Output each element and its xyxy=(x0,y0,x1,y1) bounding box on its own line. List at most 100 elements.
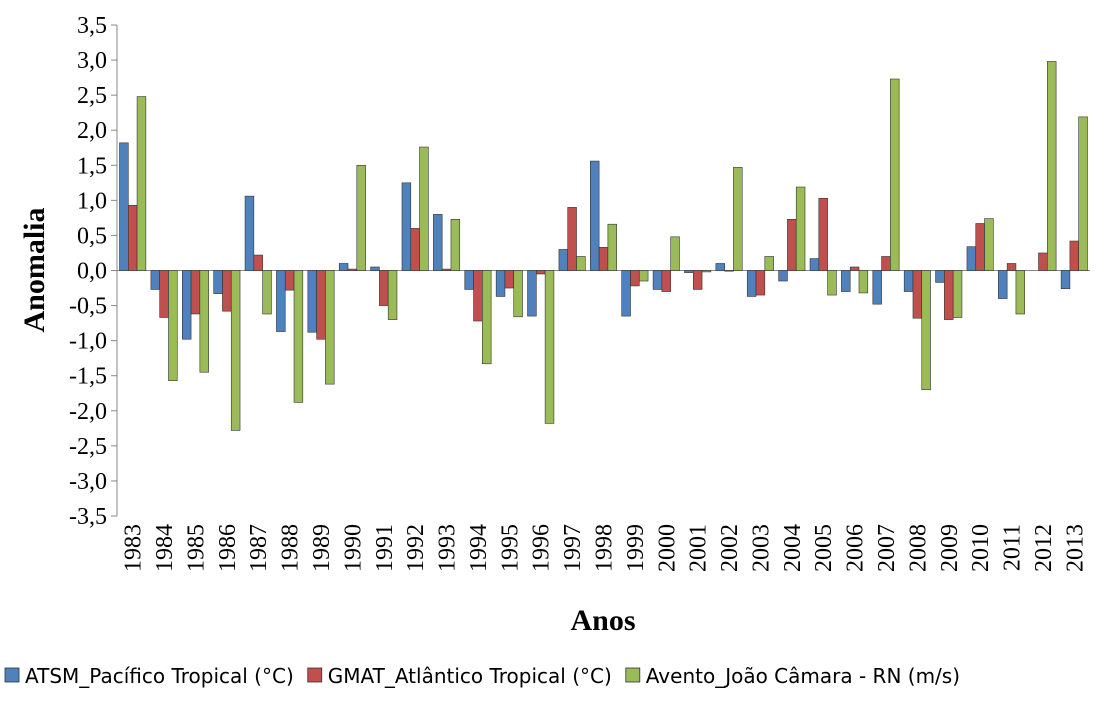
x-tick-label: 2010 xyxy=(968,524,994,572)
bar xyxy=(513,270,523,318)
bar xyxy=(293,270,304,403)
bar xyxy=(795,186,806,271)
bar xyxy=(213,270,223,294)
bar xyxy=(764,256,774,271)
x-axis-title: Anos xyxy=(570,604,635,637)
bar xyxy=(872,270,882,305)
bar xyxy=(356,164,366,271)
bar xyxy=(1015,270,1026,315)
x-tick-label: 1994 xyxy=(466,524,492,572)
x-tick-label: 1997 xyxy=(560,524,586,572)
bar xyxy=(482,270,492,365)
bar xyxy=(464,270,474,290)
x-tick-label: 2009 xyxy=(937,524,963,572)
bar xyxy=(984,218,994,271)
legend-swatch xyxy=(307,667,323,683)
bar xyxy=(598,247,609,271)
x-tick-label: 1991 xyxy=(372,524,398,572)
x-tick-label: 2005 xyxy=(811,524,837,572)
y-tick-label: -2,0 xyxy=(69,399,107,425)
bar xyxy=(858,270,869,294)
bar xyxy=(401,182,412,271)
x-tick-label: 1985 xyxy=(183,524,209,572)
y-tick-label: 3,5 xyxy=(77,13,107,39)
x-tick-label: 2003 xyxy=(748,524,774,572)
bar xyxy=(230,270,241,431)
bar xyxy=(724,270,734,272)
bar xyxy=(199,270,209,373)
bar xyxy=(746,270,757,297)
x-tick-label: 1987 xyxy=(246,524,272,572)
bar xyxy=(1078,116,1088,271)
bar xyxy=(136,96,147,271)
bar xyxy=(787,218,797,271)
x-tick-label: 2002 xyxy=(717,524,743,572)
bar xyxy=(181,270,192,340)
bar xyxy=(253,254,263,271)
bar xyxy=(684,270,694,273)
bar xyxy=(168,270,178,381)
bar xyxy=(944,270,954,320)
bar xyxy=(1047,61,1057,271)
bar xyxy=(576,256,586,271)
y-axis-title: Anomalia xyxy=(18,207,51,332)
legend-swatch xyxy=(4,667,20,683)
bar xyxy=(262,270,272,315)
x-tick-label: 2007 xyxy=(874,524,900,572)
bar xyxy=(975,223,985,271)
y-tick-label: -1,0 xyxy=(69,329,107,355)
bar xyxy=(495,270,506,297)
x-tick-label: 1984 xyxy=(152,524,178,572)
bar xyxy=(912,270,923,319)
bar xyxy=(370,266,380,271)
bar xyxy=(338,263,349,271)
bar xyxy=(890,78,900,271)
bar xyxy=(966,246,977,271)
y-tick-label: 2,0 xyxy=(77,118,107,144)
bar xyxy=(638,270,649,282)
bar xyxy=(809,258,820,271)
x-tick-label: 2006 xyxy=(843,524,869,572)
x-tick-label: 2000 xyxy=(654,524,680,572)
bar xyxy=(1069,240,1080,271)
bar xyxy=(935,270,945,283)
bar xyxy=(661,270,671,292)
legend-label: GMAT_Atlântico Tropical (°C) xyxy=(328,664,612,688)
y-tick-label: 0,0 xyxy=(77,259,107,285)
bar xyxy=(841,270,851,292)
x-tick-label: 2001 xyxy=(686,524,712,572)
bar xyxy=(244,195,255,271)
legend-label: ATSM_Pacífico Tropical (°C) xyxy=(25,664,294,688)
bar xyxy=(419,146,429,271)
bar xyxy=(536,270,546,275)
bar xyxy=(190,270,201,315)
bar xyxy=(1038,252,1048,271)
bar xyxy=(827,270,837,296)
x-tick-label: 1992 xyxy=(403,524,429,572)
y-tick-label: -0,5 xyxy=(69,294,107,320)
x-tick-label: 1990 xyxy=(340,524,366,572)
y-tick-label: -2,5 xyxy=(69,434,107,460)
bar xyxy=(410,228,420,271)
bar xyxy=(276,270,286,332)
bar xyxy=(544,270,555,424)
bar xyxy=(567,207,577,271)
legend-swatch xyxy=(625,667,641,683)
x-tick-label: 2013 xyxy=(1062,524,1088,572)
x-tick-label: 2004 xyxy=(780,524,806,572)
bar xyxy=(159,270,169,318)
bar xyxy=(692,270,703,290)
x-tick-label: 1996 xyxy=(529,524,555,572)
bar xyxy=(849,266,860,271)
legend-label: Avento_João Câmara - RN (m/s) xyxy=(646,664,960,688)
bar xyxy=(473,270,483,322)
bar xyxy=(284,270,295,291)
x-tick-label: 1998 xyxy=(592,524,618,572)
bar xyxy=(921,270,931,391)
bar xyxy=(733,167,743,271)
bar xyxy=(952,270,963,318)
y-tick-label: -1,5 xyxy=(69,364,107,390)
bar xyxy=(881,256,891,271)
bar xyxy=(150,270,160,290)
